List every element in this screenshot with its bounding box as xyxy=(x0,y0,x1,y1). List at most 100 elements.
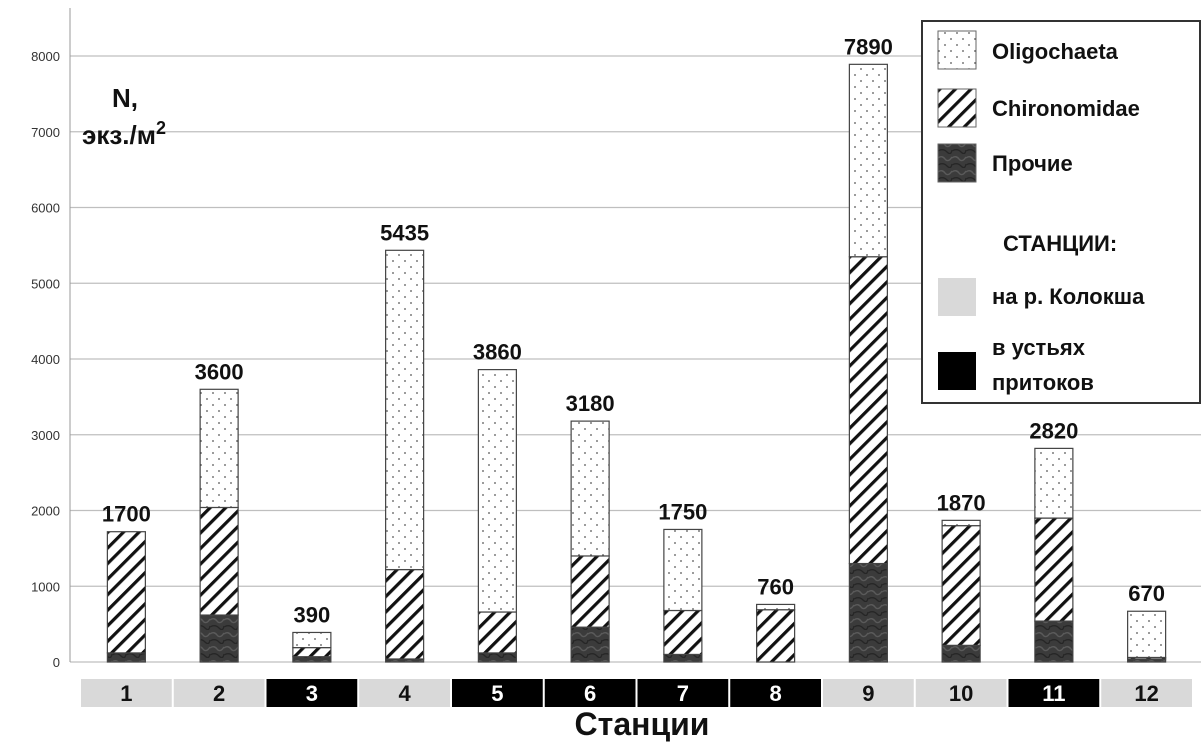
x-tick-label: 7 xyxy=(677,681,689,706)
legend: Oligochaeta Chironomidae Прочие СТАНЦИИ:… xyxy=(921,20,1201,404)
total-labels: 1700 3600 390 5435 3860 3180 1750 760 7890 1870 28… xyxy=(102,34,1165,627)
y-axis-label-line1: N, xyxy=(112,83,138,113)
x-tick-label: 2 xyxy=(213,681,225,706)
bar-segment-1 xyxy=(199,506,239,616)
legend-swatch-river xyxy=(938,278,976,316)
y-tick-label: 8000 xyxy=(31,49,60,64)
bar-segment-2 xyxy=(477,369,517,613)
legend-swatch-other xyxy=(937,143,977,183)
station-band xyxy=(915,679,1007,707)
y-axis-label-sup: 2 xyxy=(156,118,166,138)
total-label: 3860 xyxy=(473,340,522,365)
bar-segment-2 xyxy=(941,519,981,527)
y-tick-label: 1000 xyxy=(31,579,60,594)
total-label: 3600 xyxy=(195,359,244,384)
station-band xyxy=(637,679,729,707)
total-label: 670 xyxy=(1128,581,1165,606)
bar-segment-2 xyxy=(1127,610,1167,659)
legend-label-tributary-line2: притоков xyxy=(992,370,1094,395)
station-band xyxy=(173,679,265,707)
bar-segment-0 xyxy=(199,614,239,663)
bar-segment-1 xyxy=(385,568,425,660)
x-tick-label: 1 xyxy=(120,681,132,706)
x-tick-label: 6 xyxy=(584,681,596,706)
y-tick-label: 7000 xyxy=(31,125,60,140)
bar-segment-1 xyxy=(477,611,517,654)
x-tick-label: 9 xyxy=(862,681,874,706)
y-axis-ticks: 0 1000 2000 3000 4000 5000 6000 7000 8000 xyxy=(31,49,60,670)
x-tick-label: 10 xyxy=(949,681,973,706)
x-tick-label: 12 xyxy=(1134,681,1158,706)
station-band xyxy=(81,679,172,707)
bar-segment-2 xyxy=(570,420,610,557)
bar-segment-0 xyxy=(1034,620,1074,663)
station-band xyxy=(1101,679,1192,707)
bar-segment-0 xyxy=(106,652,146,663)
total-label: 1870 xyxy=(937,490,986,515)
y-tick-label: 4000 xyxy=(31,352,60,367)
y-tick-label: 5000 xyxy=(31,276,60,291)
bar-segment-1 xyxy=(1034,517,1074,622)
legend-label-river: на р. Колокша xyxy=(992,284,1145,309)
station-band xyxy=(544,679,636,707)
x-axis-label: Станции xyxy=(575,706,710,742)
y-axis-label-line2: экз./м2 xyxy=(82,118,166,150)
total-label: 1700 xyxy=(102,502,151,527)
x-tick-label: 11 xyxy=(1042,681,1065,706)
bar-segment-0 xyxy=(570,626,610,663)
bar-segment-1 xyxy=(756,609,796,663)
total-label: 2820 xyxy=(1029,418,1078,443)
station-bands: 1 2 3 4 5 6 7 8 9 10 11 12 xyxy=(81,679,1192,707)
legend-label-other: Прочие xyxy=(992,151,1073,176)
bar-segment-1 xyxy=(570,555,610,628)
bar-segment-0 xyxy=(941,644,981,663)
legend-swatch-chironomidae xyxy=(937,88,977,128)
legend-stations-title: СТАНЦИИ: xyxy=(1003,231,1117,256)
station-band xyxy=(823,679,914,707)
bar-segment-2 xyxy=(199,388,239,509)
grid xyxy=(70,55,1201,663)
bar-segment-0 xyxy=(663,653,703,663)
x-tick-label: 5 xyxy=(491,681,503,706)
y-tick-label: 2000 xyxy=(31,504,60,519)
x-tick-label: 3 xyxy=(306,681,318,706)
x-tick-label: 4 xyxy=(399,681,412,706)
bar-segment-0 xyxy=(848,562,888,663)
station-band xyxy=(266,679,358,707)
station-band xyxy=(730,679,821,707)
bar-segment-2 xyxy=(1034,447,1074,519)
y-axis-label-unit: экз./м xyxy=(82,120,156,150)
y-tick-label: 6000 xyxy=(31,201,60,216)
bar-segment-2 xyxy=(663,528,703,612)
total-label: 1750 xyxy=(658,499,707,524)
x-tick-label: 8 xyxy=(770,681,782,706)
bar-segment-2 xyxy=(848,63,888,258)
bar-segment-1 xyxy=(663,609,703,656)
bars xyxy=(106,63,1167,663)
station-band xyxy=(1008,679,1100,707)
station-band xyxy=(359,679,450,707)
bar-segment-1 xyxy=(848,256,888,565)
bar-segment-2 xyxy=(756,603,796,611)
y-tick-label: 0 xyxy=(53,655,60,670)
legend-swatch-tributary xyxy=(938,352,976,390)
legend-label-chironomidae: Chironomidae xyxy=(992,96,1140,121)
legend-box xyxy=(921,20,1201,404)
bar-segment-1 xyxy=(106,531,146,654)
station-band xyxy=(452,679,543,707)
bar-segment-2 xyxy=(292,631,332,649)
y-tick-label: 3000 xyxy=(31,428,60,443)
total-label: 5435 xyxy=(380,220,429,245)
total-label: 390 xyxy=(294,602,331,627)
total-label: 760 xyxy=(757,574,794,599)
bar-segment-1 xyxy=(941,525,981,646)
bar-segment-0 xyxy=(292,656,332,663)
legend-label-tributary-line1: в устьях xyxy=(992,335,1086,360)
bar-segment-1 xyxy=(292,647,332,658)
total-label: 3180 xyxy=(566,391,615,416)
bar-segment-0 xyxy=(477,652,517,663)
bar-segment-2 xyxy=(385,249,425,571)
total-label: 7890 xyxy=(844,34,893,59)
legend-label-oligochaeta: Oligochaeta xyxy=(992,39,1119,64)
